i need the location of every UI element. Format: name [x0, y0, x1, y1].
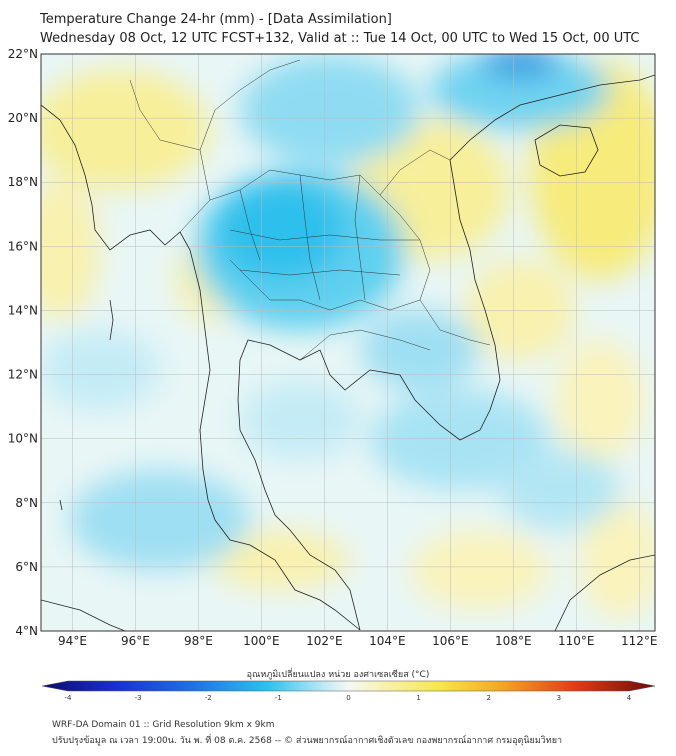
lat-label: 14°N: [8, 303, 38, 317]
lat-label: 16°N: [8, 239, 38, 253]
footer-credit: ปรับปรุงข้อมูล ณ เวลา 19:00น. วัน พ. ที่…: [52, 736, 563, 746]
graticule: [41, 54, 655, 631]
colorbar-ticks: -4 -3 -2 -1 0 1 2 3 4: [65, 694, 632, 702]
lat-label: 10°N: [8, 432, 38, 446]
lon-label: 98°E: [184, 634, 213, 648]
map-title: Temperature Change 24-hr (mm) - [Data As…: [40, 12, 392, 27]
temperature-field: [41, 54, 655, 631]
lon-label: 102°E: [306, 634, 343, 648]
lat-label: 6°N: [15, 560, 38, 574]
footer-model-info: WRF-DA Domain 01 :: Grid Resolution 9km …: [52, 720, 275, 730]
lon-label: 96°E: [121, 634, 150, 648]
lon-label: 106°E: [432, 634, 469, 648]
lon-label: 110°E: [558, 634, 595, 648]
colorbar: -4 -3 -2 -1 0 1 2 3 4: [41, 680, 656, 702]
longitude-labels: 94°E 96°E 98°E 100°E 102°E 104°E 106°E 108°E 110…: [58, 634, 657, 648]
lat-label: 4°N: [15, 624, 38, 638]
colorbar-tick-label: -3: [135, 694, 142, 702]
lat-label: 18°N: [8, 175, 38, 189]
lon-label: 100°E: [243, 634, 280, 648]
colorbar-tick-label: 3: [557, 694, 561, 702]
lon-label: 94°E: [58, 634, 87, 648]
lon-label: 108°E: [495, 634, 532, 648]
lat-label: 12°N: [8, 368, 38, 382]
lat-label: 22°N: [8, 47, 38, 61]
admin-borders: [129, 59, 491, 361]
coastlines: [41, 74, 655, 631]
colorbar-label: อุณหภูมิเปลี่ยนแปลง หน่วย องศาเซลเซียส (…: [246, 670, 430, 680]
lat-label: 8°N: [15, 496, 38, 510]
colorbar-tick-label: 2: [487, 694, 491, 702]
map-frame: [40, 53, 656, 632]
colorbar-tick-label: 4: [627, 694, 632, 702]
colorbar-tick-label: 1: [416, 694, 420, 702]
colorbar-tick-label: 0: [346, 694, 350, 702]
lon-label: 112°E: [621, 634, 658, 648]
lon-label: 104°E: [369, 634, 406, 648]
colorbar-tick-label: -1: [275, 694, 282, 702]
colorbar-tick-label: -2: [205, 694, 212, 702]
map-subtitle: Wednesday 08 Oct, 12 UTC FCST+132, Valid…: [40, 31, 640, 46]
latitude-labels: 22°N 20°N 18°N 16°N 14°N 12°N 10°N 8°N 6°N 4°N: [8, 47, 38, 638]
colorbar-tick-label: -4: [65, 694, 73, 702]
lat-label: 20°N: [8, 111, 38, 125]
